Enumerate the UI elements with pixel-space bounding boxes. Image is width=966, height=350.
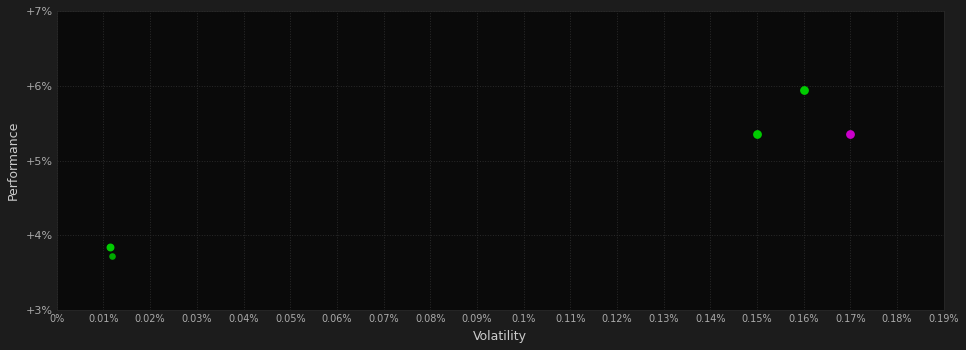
Point	[796, 87, 811, 92]
Point	[102, 244, 118, 250]
X-axis label: Volatility: Volatility	[473, 330, 527, 343]
Y-axis label: Performance: Performance	[7, 121, 20, 200]
Point	[750, 132, 765, 137]
Point	[104, 254, 120, 259]
Point	[842, 132, 858, 137]
